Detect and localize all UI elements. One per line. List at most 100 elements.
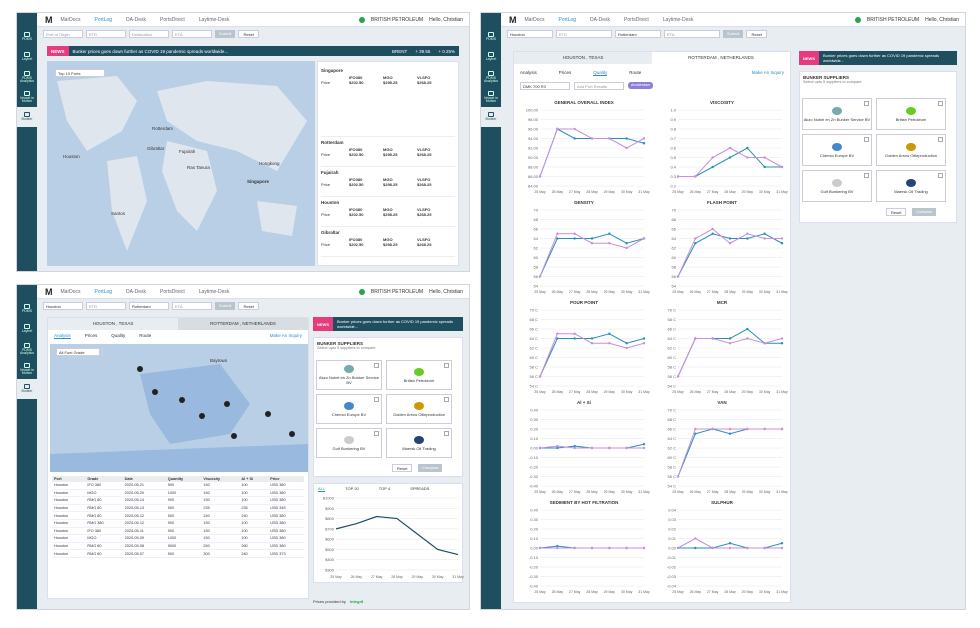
sidebar-item-vessel[interactable]: Vessel in Motion (481, 87, 501, 107)
port-entry[interactable]: Rotterdam IFO380 MGO VLSFO Price $202.50 $298.… (321, 137, 455, 167)
data-point[interactable] (763, 156, 766, 159)
data-point[interactable] (711, 427, 714, 431)
data-point[interactable] (780, 542, 784, 545)
supplier-checkbox[interactable] (938, 101, 943, 106)
tab-prices[interactable]: Prices (84, 333, 98, 338)
data-point[interactable] (590, 337, 594, 340)
supplier-reset-button[interactable]: Reset (392, 464, 413, 472)
data-point[interactable] (625, 137, 628, 140)
supplier-option[interactable]: Maersk Oil Trading (876, 170, 946, 202)
data-point[interactable] (763, 232, 766, 235)
table-row[interactable]: Houston RMG 80 2020-05-13 500 235 235 USD 345 (52, 504, 304, 513)
supplier-option[interactable]: Akzo Nobel en Zn Bunker Service BV (316, 360, 382, 390)
port-chip[interactable]: Amsterdam (628, 82, 654, 89)
supplier-checkbox[interactable] (864, 137, 869, 142)
supplier-option[interactable]: Chemol Europe BV (316, 394, 382, 424)
inquiry-link[interactable]: Make An Inquiry (269, 333, 302, 338)
tab-analysis[interactable]: Analysis (54, 333, 71, 339)
supplier-option[interactable]: Golden Arrow Oilleproduction (386, 394, 452, 424)
data-point[interactable] (711, 227, 714, 231)
data-point[interactable] (625, 546, 628, 550)
table-row[interactable]: Houston MGO 2020-05-20 1000 150 100 USD 380 (52, 489, 304, 498)
data-point[interactable] (538, 375, 542, 378)
data-point[interactable] (590, 546, 594, 550)
data-point[interactable] (746, 546, 749, 550)
submit-button[interactable]: Submit (215, 301, 236, 310)
nav-mardocs[interactable]: MarDocs (524, 16, 545, 23)
supplier-checkbox[interactable] (374, 363, 379, 368)
user-greeting[interactable]: Hello, Christian (429, 16, 463, 23)
data-point[interactable] (608, 242, 611, 245)
sidebar-item-laytrel[interactable]: Laytrel (481, 47, 501, 67)
data-point[interactable] (573, 332, 576, 335)
data-point[interactable] (608, 342, 611, 345)
data-point[interactable] (763, 546, 766, 550)
data-point[interactable] (556, 446, 559, 450)
sidebar-item-pdms[interactable]: PDMS (17, 299, 37, 319)
data-point[interactable] (573, 232, 576, 235)
port-entry[interactable]: Singapore IFO380 MGO VLSFO Price $202.50 $298.… (321, 65, 455, 137)
sidebar-item-vessel[interactable]: Vessel in Motion (17, 87, 37, 107)
supplier-option[interactable]: Golden Arrow Oilleproduction (876, 134, 946, 166)
data-point[interactable] (711, 165, 714, 169)
port-entry[interactable]: Gibraltar IFO380 MGO VLSFO Price $202.50 $298.… (321, 227, 455, 257)
supplier-option[interactable]: British Petroleum (386, 360, 452, 390)
nav-portlog[interactable]: PortLog (558, 16, 577, 23)
supplier-checkbox[interactable] (938, 173, 943, 178)
column-header[interactable]: Viscosity (201, 476, 240, 482)
tab-quality[interactable]: Quality (593, 70, 608, 76)
sidebar-item-vessel[interactable]: Vessel in Motion (17, 359, 37, 379)
supplier-reset-button[interactable]: Reset (886, 208, 907, 216)
tab-top20[interactable]: TOP 20 (345, 486, 359, 491)
data-point[interactable] (728, 432, 732, 435)
data-point[interactable] (728, 156, 732, 159)
data-point[interactable] (642, 137, 646, 140)
add-port-input[interactable]: Add Port Results (574, 82, 624, 90)
data-point[interactable] (590, 242, 594, 245)
nav-portsdirect[interactable]: PortsDirect (160, 288, 185, 295)
column-header[interactable]: Quantity (165, 476, 202, 482)
data-point[interactable] (763, 342, 766, 345)
data-point[interactable] (556, 127, 559, 131)
data-point[interactable] (728, 242, 732, 245)
data-point[interactable] (694, 427, 697, 431)
data-point[interactable] (625, 342, 628, 345)
world-map[interactable]: Rotterdam Gibraltar Houston Fujairah Ras… (47, 61, 315, 266)
destination-input[interactable]: Rotterdam (129, 301, 169, 310)
nav-dadesk[interactable]: DA-Desk (126, 16, 147, 23)
data-point[interactable] (573, 137, 576, 140)
etd-input[interactable]: ETD (86, 301, 126, 310)
data-point[interactable] (694, 432, 697, 435)
tab-spreads[interactable]: SPREADS (410, 486, 430, 491)
data-point[interactable] (573, 446, 576, 450)
tab-route[interactable]: Route (139, 333, 152, 338)
data-point[interactable] (780, 337, 784, 340)
data-point[interactable] (625, 346, 628, 350)
data-point[interactable] (573, 127, 576, 131)
data-point[interactable] (694, 237, 697, 240)
data-point[interactable] (625, 446, 628, 450)
data-point[interactable] (676, 375, 680, 378)
data-point[interactable] (608, 137, 611, 140)
data-point[interactable] (694, 546, 697, 550)
data-point[interactable] (556, 444, 559, 448)
eta-input[interactable]: ETA (172, 301, 212, 310)
etd-input[interactable]: ETD (86, 29, 126, 38)
sidebar-item-laytrel[interactable]: Laytrel (17, 319, 37, 339)
table-row[interactable]: Houston RMG 80 2020-05-12 500 240 240 USD 380 (52, 511, 304, 520)
column-header[interactable]: Port (52, 476, 86, 482)
supplier-compare-button[interactable]: Compare (912, 208, 937, 216)
data-point[interactable] (642, 446, 646, 450)
data-point[interactable] (608, 446, 611, 450)
data-point[interactable] (694, 537, 697, 540)
sidebar-item-pdms[interactable]: PDMS (481, 27, 501, 47)
supplier-checkbox[interactable] (938, 137, 943, 142)
data-point[interactable] (642, 337, 646, 340)
data-point[interactable] (625, 242, 628, 245)
data-point[interactable] (728, 427, 732, 431)
origin-input[interactable]: Houston (43, 301, 83, 310)
column-header[interactable]: Grade (85, 476, 123, 482)
data-point[interactable] (746, 156, 749, 159)
data-point[interactable] (676, 475, 680, 478)
supplier-option[interactable]: Akzo Nobel en Zn Bunker Service BV (802, 98, 872, 130)
